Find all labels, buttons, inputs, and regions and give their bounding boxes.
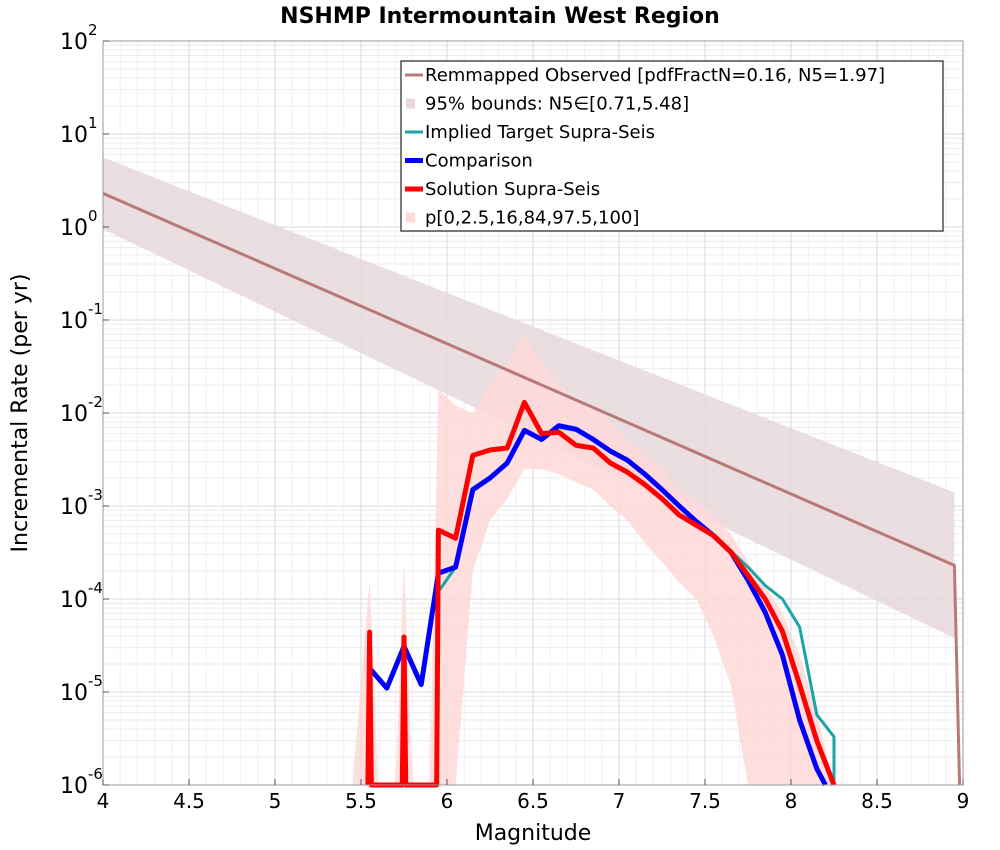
band-area xyxy=(352,334,834,785)
x-tick-label: 5 xyxy=(269,789,282,813)
series-line xyxy=(367,423,828,787)
y-tick-label: 102 xyxy=(60,21,98,55)
chart-title: NSHMP Intermountain West Region xyxy=(280,4,720,29)
legend-label: p[0,2.5,16,84,97.5,100] xyxy=(425,208,639,229)
y-tick-label: 10-6 xyxy=(60,765,103,799)
y-tick-label: 101 xyxy=(60,114,98,148)
x-tick-label: 6 xyxy=(441,789,454,813)
x-tick-label: 7 xyxy=(613,789,626,813)
legend-label: Comparison xyxy=(425,151,533,172)
legend-label: Implied Target Supra-Seis xyxy=(425,122,655,143)
x-tick-label: 6.5 xyxy=(517,789,549,813)
x-axis-label: Magnitude xyxy=(475,821,592,846)
x-tick-label: 7.5 xyxy=(689,789,721,813)
legend-label: Remmapped Observed [pdfFractN=0.16, N5=1… xyxy=(425,65,885,86)
legend-swatch xyxy=(406,98,415,109)
y-tick-label: 10-2 xyxy=(60,393,103,427)
legend-label: 95% bounds: N5∈[0.71,5.48] xyxy=(425,94,689,115)
series-line xyxy=(102,191,962,786)
legend: Remmapped Observed [pdfFractN=0.16, N5=1… xyxy=(400,60,944,232)
y-tick-label: 10-5 xyxy=(60,672,103,706)
legend-swatch xyxy=(406,212,415,223)
legend-label: Solution Supra-Seis xyxy=(425,179,600,200)
x-tick-label: 8 xyxy=(785,789,798,813)
x-axis-ticks: 4 4.5 5 5.5 6 6.5 7 7.5 8 8.5 9 xyxy=(97,779,970,813)
x-tick-label: 8.5 xyxy=(861,789,893,813)
x-tick-label: 9 xyxy=(957,789,970,813)
y-tick-label: 100 xyxy=(60,207,98,241)
y-tick-label: 10-1 xyxy=(60,300,103,334)
y-axis-ticks: 102 101 100 10-1 10-2 10-3 10-4 10-5 10-6 xyxy=(60,21,109,799)
legend-box xyxy=(400,60,944,232)
x-tick-label: 5.5 xyxy=(345,789,377,813)
y-tick-label: 10-4 xyxy=(60,579,103,613)
y-axis-label: Incremental Rate (per yr) xyxy=(8,274,33,553)
x-tick-label: 4 xyxy=(97,789,110,813)
x-tick-label: 4.5 xyxy=(173,789,205,813)
y-tick-label: 10-3 xyxy=(60,486,103,520)
bands xyxy=(103,157,955,785)
